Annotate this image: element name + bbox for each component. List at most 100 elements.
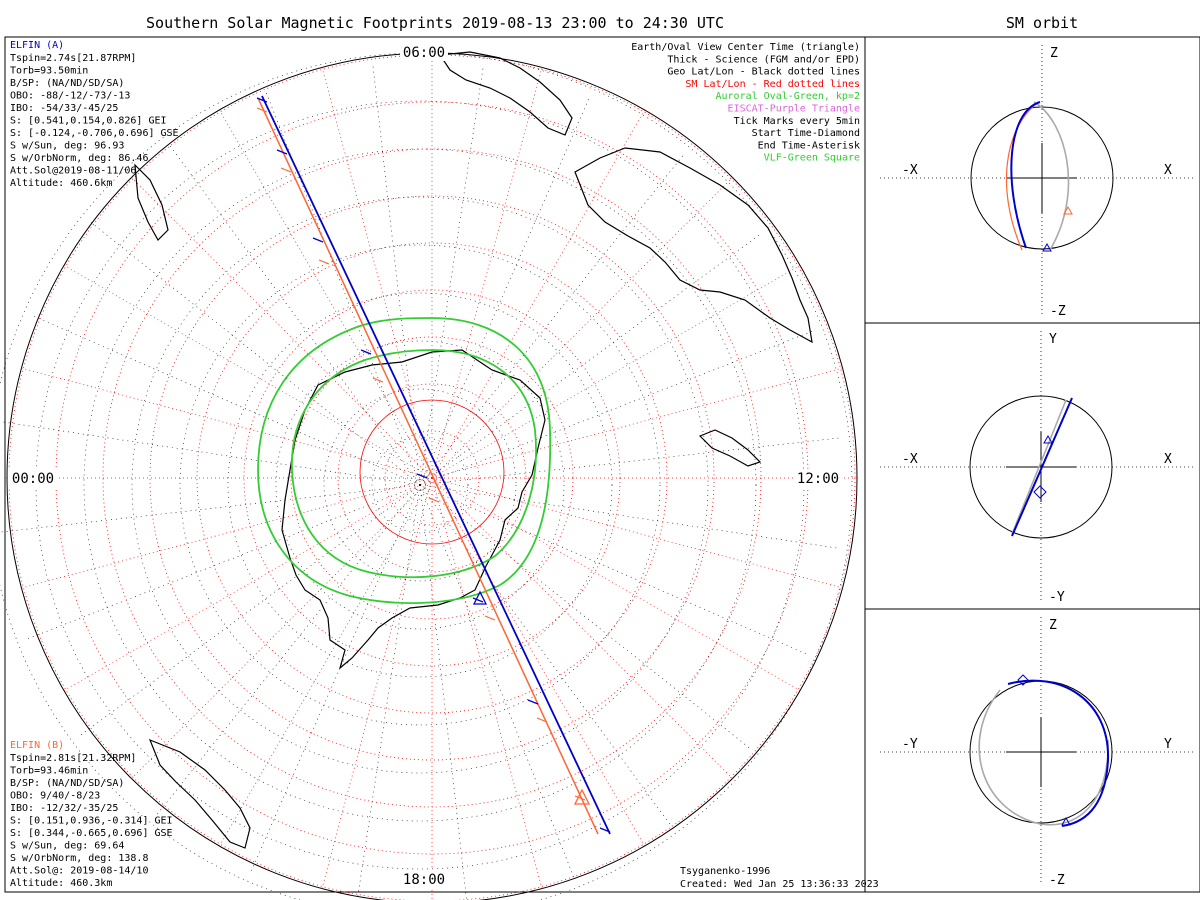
legend-entry: EISCAT-Purple Triangle xyxy=(728,104,860,115)
mlt-label-bottom-bg xyxy=(400,870,448,888)
mlt-label-right: 12:00 xyxy=(797,471,839,487)
legend-entry: Tick Marks every 5min xyxy=(734,116,860,127)
geo-grid-spoke xyxy=(0,484,421,533)
elfin-a-triangle-p1 xyxy=(1042,242,1052,252)
sm-grid-spoke xyxy=(219,477,433,847)
sm-grid-ring xyxy=(149,195,715,761)
elfin-b-back-orbit-p2 xyxy=(1011,399,1067,535)
elfin-b-name: ELFIN (B) xyxy=(10,740,64,751)
geo-grid-ring xyxy=(83,148,757,822)
elfin-b-lines: Tspin=2.81s[21.32RPM] Torb=93.46minB/SP: … xyxy=(10,753,173,889)
elfin-a-orbit-p3 xyxy=(1007,679,1110,827)
geo-grid-ring xyxy=(275,340,565,630)
geo-grid-spoke xyxy=(419,152,686,486)
elfin-a-lines-line: OBO: -88/-12/-73/-13 xyxy=(10,91,130,102)
orbit-label-right: X xyxy=(1164,452,1172,467)
elfin-b-triangle-p1 xyxy=(1063,205,1073,215)
elfin-a-lines-line: S w/OrbNorm, deg: 86.46 xyxy=(10,153,148,164)
sm-grid-spoke xyxy=(131,477,433,779)
elfin-a-tick xyxy=(527,699,539,705)
sm-grid-ring xyxy=(196,242,668,714)
elfin-a-lines-line: B/SP: (NA/ND/SD/SA) xyxy=(10,78,124,89)
geo-grid-spoke xyxy=(372,62,421,486)
legend-entry: End Time-Asterisk xyxy=(758,140,860,151)
footer-created: Created: Wed Jan 25 13:36:33 2023 xyxy=(680,879,879,890)
antarctica-coastline xyxy=(281,349,546,670)
elfin-b-tick xyxy=(280,167,292,173)
elfin-b-info: ELFIN (B) Tspin=2.81s[21.32RPM] Torb=93.4… xyxy=(10,740,173,889)
orbit-label-top: Y xyxy=(1049,332,1057,347)
orbit-title: SM orbit xyxy=(1006,14,1078,32)
geo-grid-spoke xyxy=(419,484,467,900)
orbit-panel-frame xyxy=(864,608,1200,893)
elfin-a-tick xyxy=(360,349,372,355)
elfin-a-lines-line: S w/Sun, deg: 96.93 xyxy=(10,141,124,152)
orbit-label-right: Y xyxy=(1164,737,1172,752)
orbit-panel-frame xyxy=(864,36,1200,324)
elfin-b-lines-line: Altitude: 460.3km xyxy=(10,878,112,889)
legend: Earth/Oval View Center Time (triangle)Th… xyxy=(631,42,860,164)
elfin-a-view-center-triangle xyxy=(472,590,488,605)
geo-grid-spoke xyxy=(77,484,421,738)
chart-title: Southern Solar Magnetic Footprints 2019-… xyxy=(146,14,724,32)
mlt-label-bottom: 18:00 xyxy=(403,872,445,888)
geo-grid-spoke xyxy=(167,142,421,486)
sm-grid-spoke xyxy=(431,67,543,479)
geo-grid-spoke xyxy=(419,484,576,881)
geo-grid-spoke xyxy=(0,421,421,486)
geo-grid-spoke xyxy=(87,219,421,486)
geo-grid-ring xyxy=(371,436,469,534)
sm-grid-spoke xyxy=(21,477,433,589)
elfin-a-lines-line: IBO: -54/33/-45/25 xyxy=(10,103,118,114)
elfin-a-tick xyxy=(256,97,268,103)
sm-pole-ring xyxy=(359,399,505,545)
elfin-b-lines-line: Tspin=2.81s[21.32RPM] xyxy=(10,753,136,764)
south-america-coastline xyxy=(148,738,251,849)
geo-grid-spoke xyxy=(356,484,421,900)
orbit-label-left: -X xyxy=(902,163,918,178)
elfin-a-triangle-p2 xyxy=(1043,434,1053,444)
geo-grid-spoke xyxy=(419,484,810,656)
sm-grid-spoke xyxy=(431,177,733,479)
elfin-b-view-center-triangle xyxy=(573,788,591,805)
elfin-a-diamond-p3 xyxy=(1017,674,1029,686)
geo-grid-spoke xyxy=(419,484,673,828)
geo-grid-spoke xyxy=(154,484,421,818)
sm-grid-spoke xyxy=(431,477,801,691)
elfin-a-triangle-p3 xyxy=(1061,816,1071,826)
geo-grid-spoke xyxy=(30,314,421,486)
orbit-label-right: X xyxy=(1164,163,1172,178)
elfin-b-back-orbit-p3 xyxy=(978,689,1109,826)
geo-grid-ring xyxy=(323,388,517,582)
elfin-b-lines-line: B/SP: (NA/ND/SD/SA) xyxy=(10,778,124,789)
elfin-a-back-orbit-p1 xyxy=(1033,101,1070,251)
geo-grid-spoke xyxy=(419,64,484,486)
orbit-label-bottom: -Z xyxy=(1049,873,1065,888)
elfin-b-lines-line: Torb=93.46min xyxy=(10,766,88,777)
legend-entry: Thick - Science (FGM and/or EPD) xyxy=(667,54,860,65)
legend-entry: Start Time-Diamond xyxy=(752,128,860,139)
new-zealand-coastline xyxy=(698,429,762,467)
geo-grid-spoke xyxy=(249,484,421,875)
geo-grid-spoke xyxy=(419,329,816,486)
sm-grid-spoke xyxy=(431,477,733,779)
sm-grid-spoke xyxy=(219,109,433,479)
legend-entry: Auroral Oval-Green, kp=2 xyxy=(716,91,861,102)
elfin-b-lines-line: IBO: -12/32/-35/25 xyxy=(10,803,118,814)
geo-grid-ring xyxy=(131,196,709,774)
elfin-b-tick xyxy=(428,497,440,503)
elfin-a-info: ELFIN (A) Tspin=2.74s[21.87RPM] Torb=93.5… xyxy=(10,40,179,189)
geo-grid-spoke xyxy=(419,484,753,751)
orbit-label-top: Z xyxy=(1050,46,1058,61)
elfin-a-track xyxy=(261,95,611,835)
elfin-b-lines-line: Att.Sol@: 2019-08-14/10 xyxy=(10,866,148,877)
elfin-a-tick xyxy=(599,827,611,833)
elfin-b-orbit-p1 xyxy=(1005,103,1037,251)
elfin-a-lines-line: S: [0.541,0.154,0.826] GEI xyxy=(10,116,167,127)
australia-coastline xyxy=(574,147,813,344)
mlt-label-left-bg xyxy=(8,469,58,487)
elfin-b-lines-line: OBO: 9/40/-8/23 xyxy=(10,791,100,802)
elfin-a-lines-line: Tspin=2.74s[21.87RPM] xyxy=(10,53,136,64)
elfin-a-tick xyxy=(276,149,288,155)
elfin-a-lines-line: Att.Sol@2019-08-11/06 xyxy=(10,166,136,177)
